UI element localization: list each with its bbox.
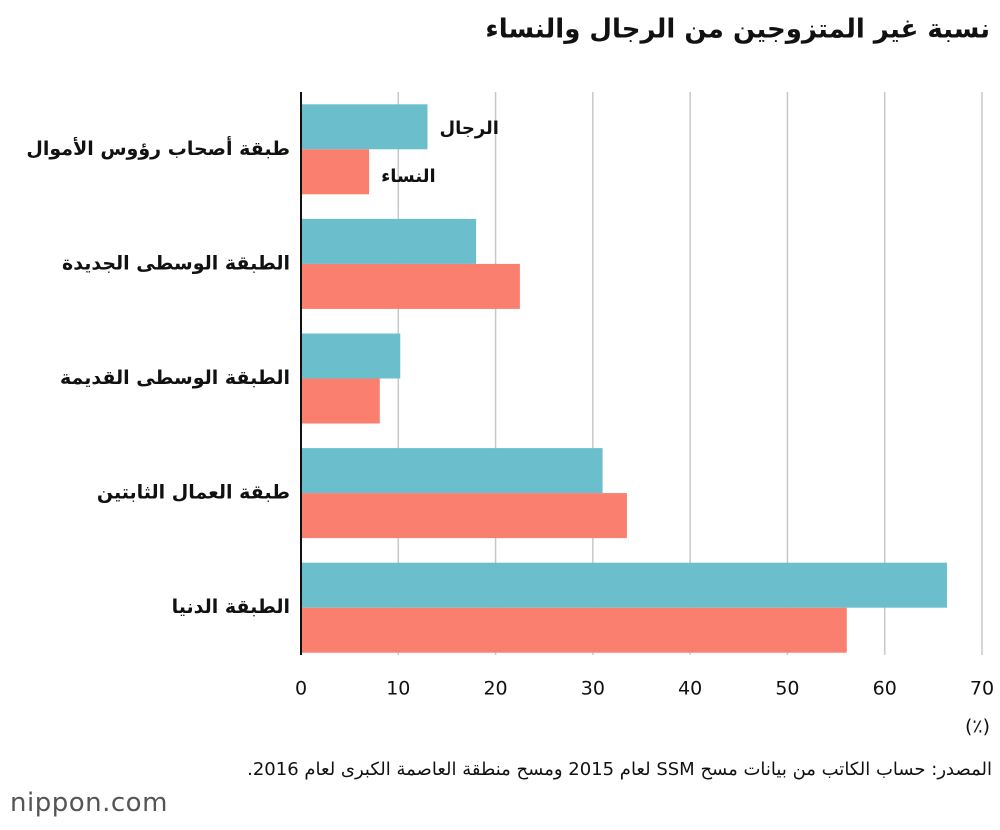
bar (301, 562, 947, 608)
x-tick-label: 40 (678, 678, 702, 700)
y-tick-label: الطبقة الوسطى القديمة (60, 367, 290, 389)
x-tick-label: 30 (581, 678, 605, 700)
bar (301, 607, 847, 653)
x-tick-label: 70 (970, 678, 994, 700)
chart-title: نسبة غير المتزوجين من الرجال والنساء (485, 15, 990, 45)
y-tick-label: الطبقة الوسطى الجديدة (62, 252, 290, 274)
legend-label: النساء (381, 166, 436, 187)
bar (301, 333, 401, 379)
bar (301, 104, 428, 150)
bar (301, 493, 627, 539)
y-tick-label: طبقة العمال الثابتين (97, 482, 290, 504)
x-axis-label: (٪) (965, 716, 990, 738)
source-note: المصدر: حساب الكاتب من بيانات مسح SSM لع… (247, 759, 992, 780)
x-tick-label: 20 (483, 678, 507, 700)
y-tick-label: طبقة أصحاب رؤوس الأموال (26, 136, 290, 160)
x-tick-label: 10 (386, 678, 410, 700)
y-tick-label: الطبقة الدنيا (172, 596, 290, 618)
logo: nippon.com (10, 788, 168, 818)
bar (301, 218, 477, 264)
x-tick-label: 60 (873, 678, 897, 700)
legend-label: الرجال (439, 118, 498, 139)
bar (301, 378, 380, 424)
x-tick-label: 0 (295, 678, 307, 700)
bar (301, 263, 520, 309)
x-tick-label: 50 (775, 678, 799, 700)
bar (301, 149, 370, 195)
bar (301, 448, 603, 494)
